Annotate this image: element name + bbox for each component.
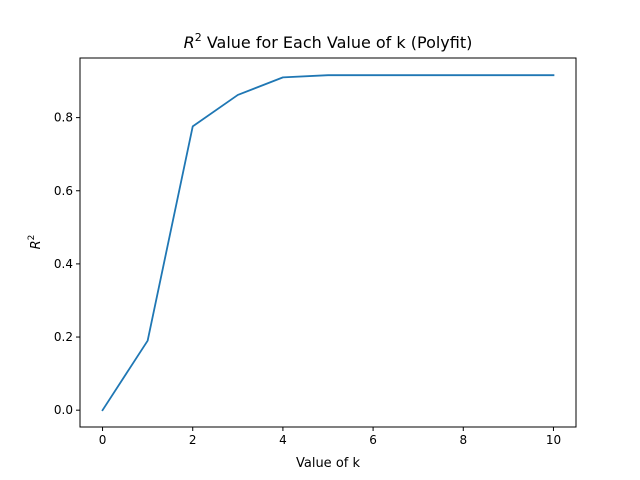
y-tick-label: 0.4 bbox=[54, 257, 73, 271]
axes: 0 2 4 6 8 10 0.0 0.2 0.4 0.6 0.8 bbox=[54, 57, 577, 447]
x-axis-label: Value of k bbox=[296, 456, 360, 471]
y-axis-label-sup: 2 bbox=[27, 235, 37, 241]
x-tick-label: 8 bbox=[459, 433, 467, 447]
x-tick-label: 2 bbox=[189, 433, 197, 447]
y-axis-label: R2 bbox=[27, 235, 44, 250]
y-tick-label: 0.8 bbox=[54, 111, 73, 125]
x-tick-label: 6 bbox=[369, 433, 377, 447]
chart-title-rest: Value for Each Value of k (Polyfit) bbox=[202, 33, 473, 52]
series-line-0 bbox=[101, 74, 555, 412]
chart-title: R2 Value for Each Value of k (Polyfit) bbox=[184, 31, 473, 52]
y-tick-label: 0.0 bbox=[54, 403, 73, 417]
plot-frame bbox=[79, 57, 577, 428]
chart-title-sup: 2 bbox=[195, 31, 202, 44]
chart-title-base: R bbox=[184, 33, 195, 52]
x-tick-label: 10 bbox=[546, 433, 561, 447]
x-tick-label: 0 bbox=[99, 433, 107, 447]
y-tick-label: 0.6 bbox=[54, 184, 73, 198]
y-tick-label: 0.2 bbox=[54, 330, 73, 344]
x-tick-label: 4 bbox=[279, 433, 287, 447]
y-axis-label-base: R bbox=[29, 240, 44, 249]
